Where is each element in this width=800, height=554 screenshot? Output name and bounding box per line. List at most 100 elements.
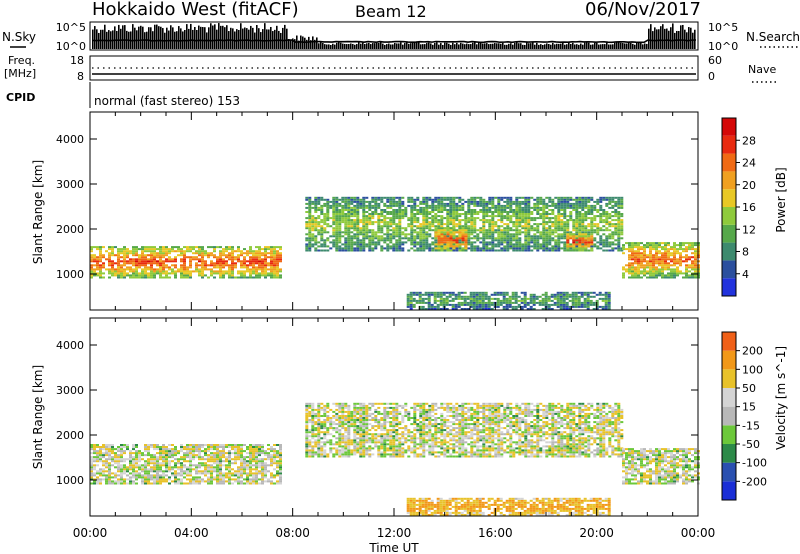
heatmap-cell	[192, 448, 195, 451]
heatmap-cell	[234, 264, 237, 267]
heatmap-cell	[320, 227, 324, 230]
heatmap-cell	[506, 202, 510, 205]
heatmap-cell	[138, 264, 141, 267]
heatmap-cell	[311, 225, 315, 228]
heatmap-cell	[183, 268, 186, 271]
heatmap-cell	[605, 239, 609, 242]
heatmap-cell	[563, 237, 567, 240]
noise-bar	[510, 43, 512, 49]
noise-bar	[230, 27, 232, 49]
heatmap-cell	[371, 235, 375, 238]
heatmap-cell	[144, 448, 147, 451]
heatmap-cell	[96, 456, 99, 459]
heatmap-cell	[117, 266, 120, 269]
noise-bar	[428, 42, 430, 49]
heatmap-cell	[640, 270, 643, 273]
heatmap-cell	[488, 243, 492, 246]
heatmap-cell	[150, 462, 153, 465]
heatmap-cell	[132, 276, 135, 279]
heatmap-cell	[655, 268, 658, 271]
heatmap-cell	[611, 206, 615, 209]
heatmap-cell	[407, 204, 411, 207]
heatmap-cell	[452, 229, 456, 232]
heatmap-cell	[557, 233, 561, 236]
heatmap-cell	[207, 464, 210, 467]
heatmap-cell	[93, 448, 96, 451]
heatmap-cell	[694, 262, 697, 265]
heatmap-cell	[111, 460, 114, 463]
noise-bar	[350, 43, 352, 49]
heatmap-cell	[156, 482, 159, 485]
noise-bar	[212, 25, 214, 49]
heatmap-cell	[192, 482, 195, 485]
heatmap-cell	[406, 303, 410, 306]
heatmap-cell	[162, 246, 165, 249]
heatmap-cell	[195, 252, 198, 255]
heatmap-cell	[389, 211, 393, 213]
heatmap-cell	[554, 231, 558, 234]
heatmap-cell	[123, 256, 126, 259]
noise-bar	[402, 44, 404, 49]
heatmap-cell	[138, 458, 141, 461]
heatmap-cell	[542, 198, 546, 201]
heatmap-cell	[111, 266, 114, 269]
heatmap-cell	[655, 256, 658, 259]
heatmap-cell	[96, 248, 99, 251]
noise-bar	[588, 42, 590, 49]
heatmap-cell	[602, 243, 606, 246]
heatmap-cell	[590, 211, 594, 213]
heatmap-cell	[473, 211, 477, 213]
heatmap-cell	[305, 196, 309, 199]
heatmap-cell	[664, 254, 667, 257]
heatmap-cell	[147, 458, 150, 461]
heatmap-cell	[611, 225, 615, 228]
heatmap-cell	[311, 215, 315, 218]
heatmap-cell	[153, 480, 156, 483]
heatmap-cell	[150, 468, 153, 471]
heatmap-cell	[90, 250, 93, 253]
heatmap-cell	[506, 213, 510, 215]
heatmap-cell	[571, 293, 575, 296]
noise-bar	[594, 42, 596, 49]
heatmap-cell	[640, 246, 643, 249]
heatmap-cell	[120, 460, 123, 463]
heatmap-cell	[571, 305, 575, 308]
heatmap-cell	[314, 227, 318, 230]
heatmap-cell	[482, 227, 486, 230]
heatmap-cell	[482, 202, 486, 205]
heatmap-cell	[608, 237, 612, 240]
heatmap-cell	[189, 456, 192, 459]
heatmap-cell	[168, 266, 171, 269]
heatmap-cell	[195, 264, 198, 267]
heatmap-cell	[587, 204, 591, 207]
heatmap-cell	[90, 266, 93, 269]
heatmap-cell	[634, 246, 637, 249]
heatmap-cell	[575, 231, 579, 234]
heatmap-cell	[99, 468, 102, 471]
heatmap-cell	[658, 252, 661, 255]
noise-bar	[316, 37, 318, 49]
heatmap-cell	[587, 213, 591, 215]
noise-bar	[630, 42, 632, 49]
heatmap-cell	[389, 223, 393, 226]
heatmap-cell	[664, 262, 667, 265]
heatmap-cell	[458, 213, 462, 215]
heatmap-cell	[189, 258, 192, 261]
heatmap-cell	[473, 217, 477, 220]
heatmap-cell	[96, 478, 99, 481]
heatmap-cell	[96, 458, 99, 461]
heatmap-cell	[506, 219, 510, 222]
heatmap-cell	[270, 254, 273, 257]
heatmap-cell	[524, 225, 528, 228]
heatmap-cell	[514, 305, 518, 308]
heatmap-cell	[117, 460, 120, 463]
heatmap-cell	[165, 252, 168, 255]
heatmap-cell	[138, 256, 141, 259]
heatmap-cell	[165, 454, 168, 457]
heatmap-cell	[446, 241, 450, 244]
heatmap-cell	[356, 225, 360, 228]
heatmap-cell	[433, 301, 437, 304]
heatmap-cell	[667, 252, 670, 255]
heatmap-cell	[249, 260, 252, 263]
heatmap-cell	[264, 268, 267, 271]
